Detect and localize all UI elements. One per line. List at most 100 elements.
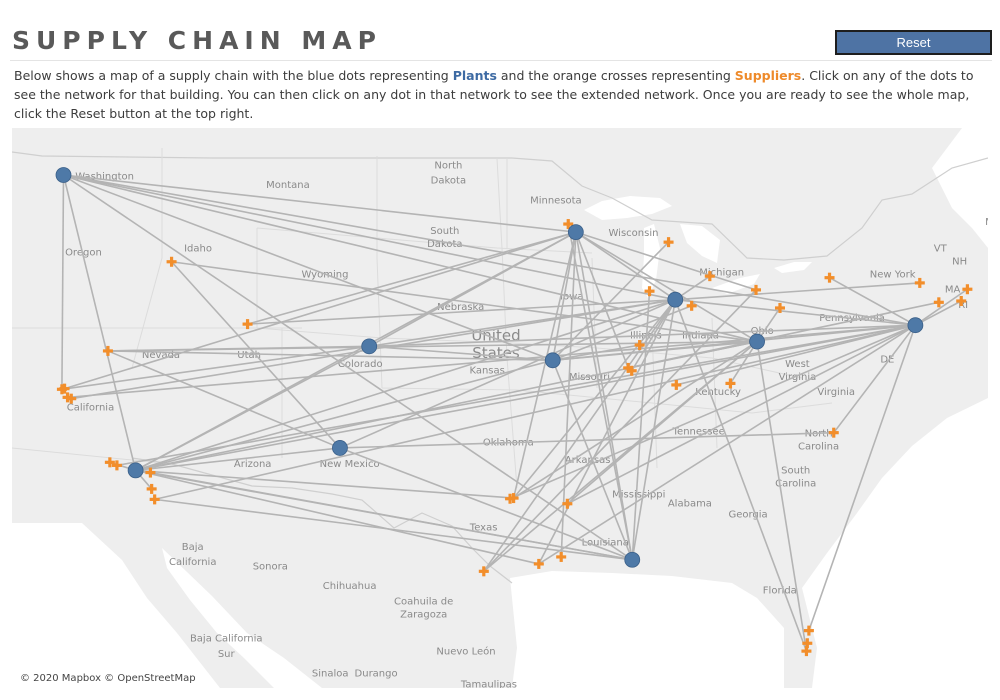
supplier-marker-west-palm[interactable]: [803, 625, 814, 636]
supplier-marker-oceanside[interactable]: [146, 483, 157, 494]
supplier-marker-boston[interactable]: [962, 284, 973, 295]
route-hartford-to-st-louis-1: [628, 301, 939, 369]
route-new-york-city-to-los-angeles: [135, 324, 916, 472]
route-chicago-to-miami: [674, 299, 808, 652]
supplier-marker-raleigh[interactable]: [828, 427, 839, 438]
page-title: SUPPLY CHAIN MAP: [12, 26, 382, 55]
supplier-markers[interactable]: [56, 219, 973, 657]
supplier-marker-boise[interactable]: [166, 256, 177, 267]
supplier-marker-riverside[interactable]: [145, 467, 156, 478]
map-label-nevada: Nevada: [142, 350, 180, 361]
route-seattle-to-los-angeles: [62, 174, 137, 471]
map-label-arkansas: Arkansas: [565, 455, 611, 466]
description-text-3: . Click on any of the dots to see the ne…: [14, 68, 974, 121]
map-label-coahuila-1: Coahuila de: [394, 596, 453, 607]
map-label-michigan: Michigan: [699, 267, 744, 278]
map-label-mississippi: Mississippi: [612, 490, 665, 501]
route-seattle-to-new-york-city: [63, 174, 916, 326]
route-albuquerque-to-new-orleans: [339, 447, 633, 561]
plant-marker-kansas-city[interactable]: [544, 352, 561, 369]
route-dallas-to-chicago: [512, 299, 676, 499]
supplier-marker-cleveland[interactable]: [774, 302, 785, 313]
map-label-ma: MA: [945, 285, 961, 296]
supplier-marker-salt-lake-city[interactable]: [242, 319, 253, 330]
route-san-antonio-to-detroit: [483, 289, 757, 572]
plant-marker-seattle[interactable]: [55, 167, 72, 183]
supplier-marker-ventura[interactable]: [111, 460, 122, 471]
map-label-south-carolina-2: Carolina: [775, 479, 816, 490]
map-label-south-carolina-1: South: [781, 466, 810, 477]
supplier-marker-san-antonio[interactable]: [478, 566, 489, 577]
supplier-marker-providence[interactable]: [956, 296, 967, 307]
route-minneapolis-to-detroit: [575, 231, 757, 291]
plant-markers[interactable]: [55, 167, 924, 568]
supplier-marker-albany[interactable]: [914, 277, 925, 288]
map-label-south-dakota-2: Dakota: [427, 239, 462, 250]
plant-marker-denver[interactable]: [361, 338, 378, 355]
map-label-kentucky: Kentucky: [695, 387, 741, 398]
map-label-oregon: Oregon: [65, 248, 102, 259]
map-label-georgia: Georgia: [728, 509, 767, 520]
plant-marker-chicago[interactable]: [667, 291, 684, 308]
route-salt-lake-city-to-chicago: [247, 298, 676, 325]
map-label-coahuila-2: Zaragoza: [400, 610, 447, 621]
supplier-marker-santa-barbara[interactable]: [104, 457, 115, 468]
supplier-marker-rockford[interactable]: [644, 286, 655, 297]
route-new-york-city-to-san-diego: [154, 324, 916, 501]
route-new-york-city-to-ventura: [116, 324, 916, 467]
plant-marker-new-york-city[interactable]: [907, 317, 924, 334]
supplier-marker-san-diego[interactable]: [149, 494, 160, 505]
map-label-florida: Florida: [763, 586, 797, 597]
route-seattle-to-bay-area-1: [61, 174, 65, 390]
map-label-wyoming: Wyoming: [301, 269, 348, 280]
supplier-marker-st-louis-2[interactable]: [626, 365, 637, 376]
gulf-of-mexico: [510, 571, 784, 688]
supplier-marker-detroit[interactable]: [751, 284, 762, 295]
route-denver-to-reno: [107, 345, 370, 352]
supplier-marker-springfield[interactable]: [634, 340, 645, 351]
map-label-arizona: Arizona: [234, 459, 272, 470]
map-label-north-carolina-1: North: [805, 429, 833, 440]
supplier-marker-beaumont[interactable]: [556, 551, 567, 562]
plant-marker-albuquerque[interactable]: [332, 440, 348, 456]
supplier-marker-houston[interactable]: [533, 558, 544, 569]
supplier-marker-lexington[interactable]: [725, 378, 736, 389]
map-label-tennessee: Tennessee: [672, 426, 725, 437]
supplier-marker-st-louis-1[interactable]: [623, 362, 634, 373]
map-label-utah: Utah: [237, 350, 261, 361]
map-label-indiana: Indiana: [682, 331, 719, 342]
route-albuquerque-to-reno: [107, 350, 341, 449]
supplier-marker-green-bay[interactable]: [663, 237, 674, 248]
route-new-york-city-to-kansas-city: [552, 324, 916, 362]
plant-marker-los-angeles[interactable]: [127, 462, 144, 479]
map-label-north-dakota-1: North: [434, 160, 462, 171]
map-label-ri: RI: [958, 300, 968, 311]
plant-marker-columbus[interactable]: [749, 333, 765, 350]
plant-marker-minneapolis[interactable]: [567, 224, 584, 241]
supplier-marker-st-paul[interactable]: [563, 219, 574, 230]
supply-chain-map[interactable]: Washington Montana North Dakota Minnesota Mai…: [12, 128, 988, 688]
supplier-marker-evansville[interactable]: [671, 379, 682, 390]
route-los-angeles-to-denver: [135, 345, 370, 472]
route-denver-to-bay-area-1: [61, 345, 370, 391]
map-label-sinaloa: Sinaloa: [312, 668, 349, 679]
map-canvas[interactable]: Washington Montana North Dakota Minnesota Mai…: [12, 128, 988, 688]
supplier-marker-fort-lauderdale[interactable]: [802, 638, 813, 649]
supplier-marker-bay-area-2[interactable]: [59, 383, 70, 394]
supplier-marker-fort-worth[interactable]: [505, 493, 516, 504]
atlantic-ocean: [802, 398, 988, 688]
reset-button[interactable]: Reset: [835, 30, 992, 55]
supplier-marker-reno[interactable]: [102, 345, 113, 356]
supplier-marker-miami[interactable]: [801, 646, 812, 657]
route-kansas-city-to-reno: [107, 350, 553, 362]
plant-marker-new-orleans[interactable]: [624, 551, 641, 568]
supplier-marker-grand-rapids[interactable]: [704, 271, 715, 282]
map-label-west-virginia-2: Virginia: [779, 372, 817, 383]
supplier-marker-hartford[interactable]: [933, 297, 944, 308]
supplier-marker-bay-area-4[interactable]: [62, 392, 73, 403]
supplier-marker-gary[interactable]: [686, 300, 697, 311]
map-label-baja-california-sur-2: Sur: [218, 649, 236, 660]
supplier-marker-buffalo[interactable]: [824, 272, 835, 283]
map-label-idaho: Idaho: [184, 243, 212, 254]
supplier-marker-shreveport[interactable]: [562, 498, 573, 509]
